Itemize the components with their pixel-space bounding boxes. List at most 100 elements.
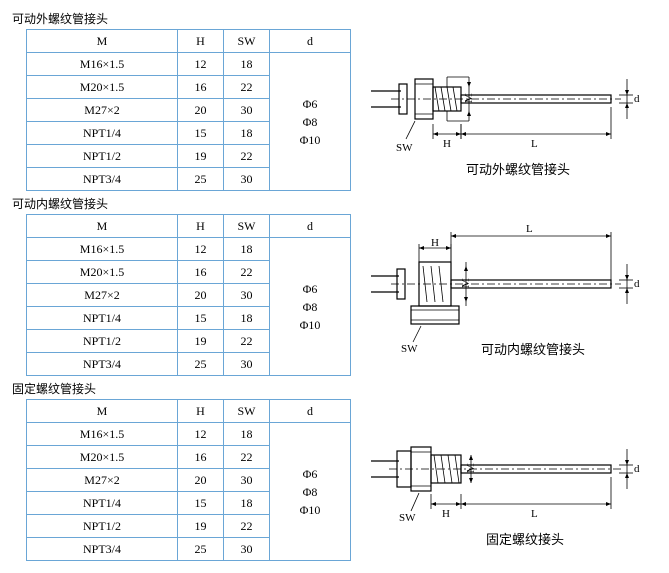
dim-sw: SW [399, 512, 416, 524]
cell-d: Φ6Φ8Φ10 [270, 423, 351, 561]
diagram-svg: SW H L M [371, 399, 651, 559]
th-h: H [178, 30, 224, 53]
cell-h: 16 [178, 76, 224, 99]
section-title: 固定螺纹管接头 [12, 380, 661, 397]
cell-h: 19 [178, 515, 224, 538]
d-val: Φ6 [303, 467, 318, 481]
cell-m: M16×1.5 [27, 238, 178, 261]
th-h: H [178, 400, 224, 423]
dim-m: M [465, 463, 477, 473]
dim-m: M [463, 93, 475, 103]
cell-h: 25 [178, 538, 224, 561]
cell-sw: 18 [224, 122, 270, 145]
cell-h: 20 [178, 99, 224, 122]
th-d: d [270, 400, 351, 423]
section-row: M H SW d M16×1.51218Φ6Φ8Φ10 M20×1.51622 … [8, 399, 661, 561]
cell-sw: 18 [224, 53, 270, 76]
section-row: M H SW d M16×1.51218Φ6Φ8Φ10 M20×1.51622 … [8, 214, 661, 376]
cell-sw: 18 [224, 492, 270, 515]
section-fixed: 固定螺纹管接头 M H SW d M16×1.51218Φ6Φ8Φ10 M20×… [8, 380, 661, 561]
table-row: M16×1.51218Φ6Φ8Φ10 [27, 238, 351, 261]
dim-d: d [634, 463, 640, 475]
dim-d: d [634, 93, 640, 105]
dim-m: M [460, 278, 472, 288]
cell-h: 20 [178, 284, 224, 307]
dim-l: L [531, 508, 538, 520]
th-d: d [270, 30, 351, 53]
cell-sw: 22 [224, 330, 270, 353]
diagram-caption: 固定螺纹接头 [486, 532, 564, 547]
table-header-row: M H SW d [27, 400, 351, 423]
diagram-caption: 可动内螺纹管接头 [481, 342, 585, 357]
cell-m: NPT1/2 [27, 515, 178, 538]
cell-m: M20×1.5 [27, 76, 178, 99]
diagram-caption: 可动外螺纹管接头 [466, 162, 570, 177]
cell-sw: 22 [224, 261, 270, 284]
section-internal: 可动内螺纹管接头 M H SW d M16×1.51218Φ6Φ8Φ10 M20… [8, 195, 661, 376]
cell-h: 15 [178, 492, 224, 515]
dim-d: d [634, 278, 640, 290]
cell-sw: 22 [224, 446, 270, 469]
cell-sw: 30 [224, 353, 270, 376]
cell-h: 25 [178, 353, 224, 376]
section-external: 可动外螺纹管接头 M H SW d M16×1.51218Φ6Φ8Φ10 M20… [8, 10, 661, 191]
cell-h: 16 [178, 446, 224, 469]
dim-sw: SW [396, 142, 413, 154]
th-d: d [270, 215, 351, 238]
section-title: 可动内螺纹管接头 [12, 195, 661, 212]
cell-m: NPT3/4 [27, 538, 178, 561]
cell-m: M16×1.5 [27, 53, 178, 76]
section-title: 可动外螺纹管接头 [12, 10, 661, 27]
cell-sw: 30 [224, 538, 270, 561]
cell-sw: 22 [224, 145, 270, 168]
d-val: Φ8 [303, 300, 318, 314]
cell-m: M20×1.5 [27, 446, 178, 469]
dim-l: L [526, 223, 533, 235]
cell-m: NPT1/4 [27, 492, 178, 515]
table-header-row: M H SW d [27, 215, 351, 238]
cell-h: 19 [178, 145, 224, 168]
cell-h: 20 [178, 469, 224, 492]
diagram-svg: L H [371, 214, 651, 374]
diagram-internal: L H [371, 214, 651, 374]
cell-h: 16 [178, 261, 224, 284]
th-m: M [27, 215, 178, 238]
table-header-row: M H SW d [27, 30, 351, 53]
cell-m: NPT1/2 [27, 330, 178, 353]
th-m: M [27, 30, 178, 53]
cell-sw: 22 [224, 515, 270, 538]
cell-m: M16×1.5 [27, 423, 178, 446]
cell-h: 12 [178, 53, 224, 76]
d-val: Φ6 [303, 282, 318, 296]
d-val: Φ8 [303, 485, 318, 499]
cell-m: NPT1/4 [27, 122, 178, 145]
table-row: M16×1.51218Φ6Φ8Φ10 [27, 423, 351, 446]
cell-h: 15 [178, 307, 224, 330]
cell-m: NPT1/4 [27, 307, 178, 330]
d-val: Φ8 [303, 115, 318, 129]
spec-table: M H SW d M16×1.51218Φ6Φ8Φ10 M20×1.51622 … [26, 399, 351, 561]
cell-sw: 18 [224, 423, 270, 446]
cell-m: M27×2 [27, 284, 178, 307]
cell-h: 25 [178, 168, 224, 191]
spec-table: M H SW d M16×1.51218Φ6Φ8Φ10 M20×1.51622 … [26, 29, 351, 191]
th-sw: SW [224, 215, 270, 238]
cell-m: NPT3/4 [27, 168, 178, 191]
table-row: M16×1.51218Φ6Φ8Φ10 [27, 53, 351, 76]
dim-h: H [442, 508, 450, 520]
cell-m: M27×2 [27, 99, 178, 122]
cell-sw: 30 [224, 99, 270, 122]
dim-sw: SW [401, 343, 418, 355]
cell-m: M20×1.5 [27, 261, 178, 284]
cell-sw: 30 [224, 284, 270, 307]
cell-sw: 30 [224, 469, 270, 492]
cell-m: NPT1/2 [27, 145, 178, 168]
th-m: M [27, 400, 178, 423]
cell-sw: 22 [224, 76, 270, 99]
d-val: Φ10 [300, 133, 321, 147]
cell-sw: 18 [224, 238, 270, 261]
diagram-fixed: SW H L M [371, 399, 651, 559]
cell-sw: 18 [224, 307, 270, 330]
cell-h: 15 [178, 122, 224, 145]
cell-sw: 30 [224, 168, 270, 191]
